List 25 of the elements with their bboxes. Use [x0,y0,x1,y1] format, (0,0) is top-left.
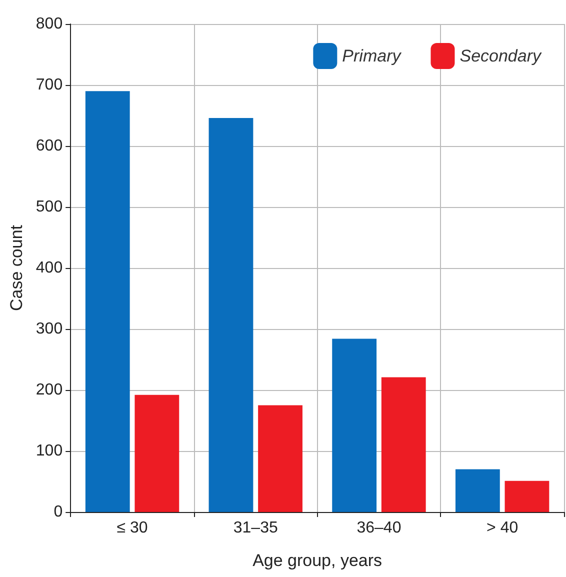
y-tick-label: 400 [36,260,63,276]
x-axis-title: Age group, years [252,551,382,570]
y-tick-label: 800 [36,16,63,32]
y-tick-label: 0 [54,504,63,520]
bar [332,338,377,512]
y-tick-label: 500 [36,198,63,216]
bar [258,405,302,512]
x-tick-label: > 40 [486,520,518,536]
legend-label: Secondary [460,46,542,66]
bar [381,377,426,512]
bar [455,469,500,512]
x-tick-label: ≤ 30 [116,520,148,536]
legend-label: Primary [342,46,402,66]
x-tick-label: 36–40 [356,520,402,536]
y-axis-title: Case count [7,224,26,311]
bar [208,118,254,512]
y-tick-label: 100 [36,442,63,460]
y-tick-label: 600 [36,138,63,154]
y-tick-label: 700 [36,76,63,94]
bar [504,480,550,512]
bar [134,394,180,512]
y-tick-label: 300 [36,320,63,338]
x-tick-label: 31–35 [233,520,278,536]
bar [85,91,130,512]
y-tick-label: 200 [36,382,63,398]
